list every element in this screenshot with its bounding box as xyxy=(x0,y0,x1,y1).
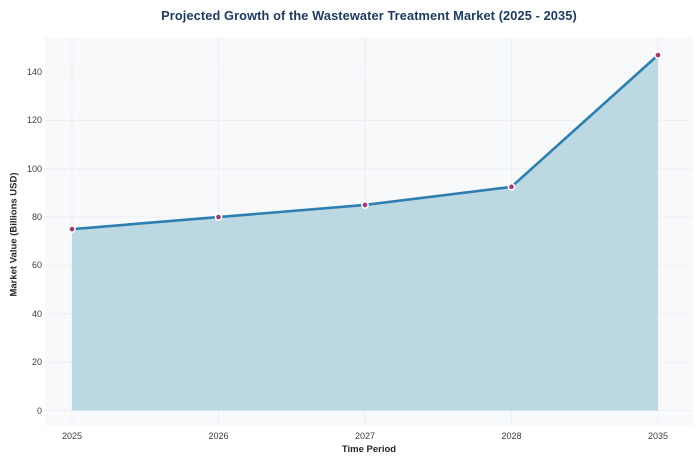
area-fill xyxy=(72,55,658,411)
y-axis-title: Market Value (Billions USD) xyxy=(8,172,20,297)
plot-area xyxy=(45,37,693,426)
y-tick-label: 0 xyxy=(36,405,42,416)
x-tick-label: 2028 xyxy=(501,431,522,441)
area-line-plot xyxy=(45,37,693,426)
data-point-marker xyxy=(654,51,662,59)
x-tick-label: 2027 xyxy=(354,431,376,441)
y-tick-label: 60 xyxy=(31,260,42,271)
y-tick-label: 20 xyxy=(31,357,42,368)
data-point-marker xyxy=(68,225,76,233)
data-point-marker xyxy=(214,213,223,221)
x-tick-label: 2025 xyxy=(61,431,83,441)
y-tick-label: 100 xyxy=(26,163,42,174)
x-axis-title: Time Period xyxy=(341,444,397,455)
y-tick-label: 80 xyxy=(31,212,42,223)
chart-title: Projected Growth of the Wastewater Treat… xyxy=(161,8,577,23)
data-point-marker xyxy=(361,201,369,209)
y-tick-label: 120 xyxy=(26,115,42,126)
data-point-marker xyxy=(507,182,516,191)
y-tick-label: 40 xyxy=(31,308,42,319)
x-tick-label: 2035 xyxy=(647,431,669,441)
x-tick-label: 2026 xyxy=(208,431,229,441)
y-tick-label: 140 xyxy=(26,66,42,77)
